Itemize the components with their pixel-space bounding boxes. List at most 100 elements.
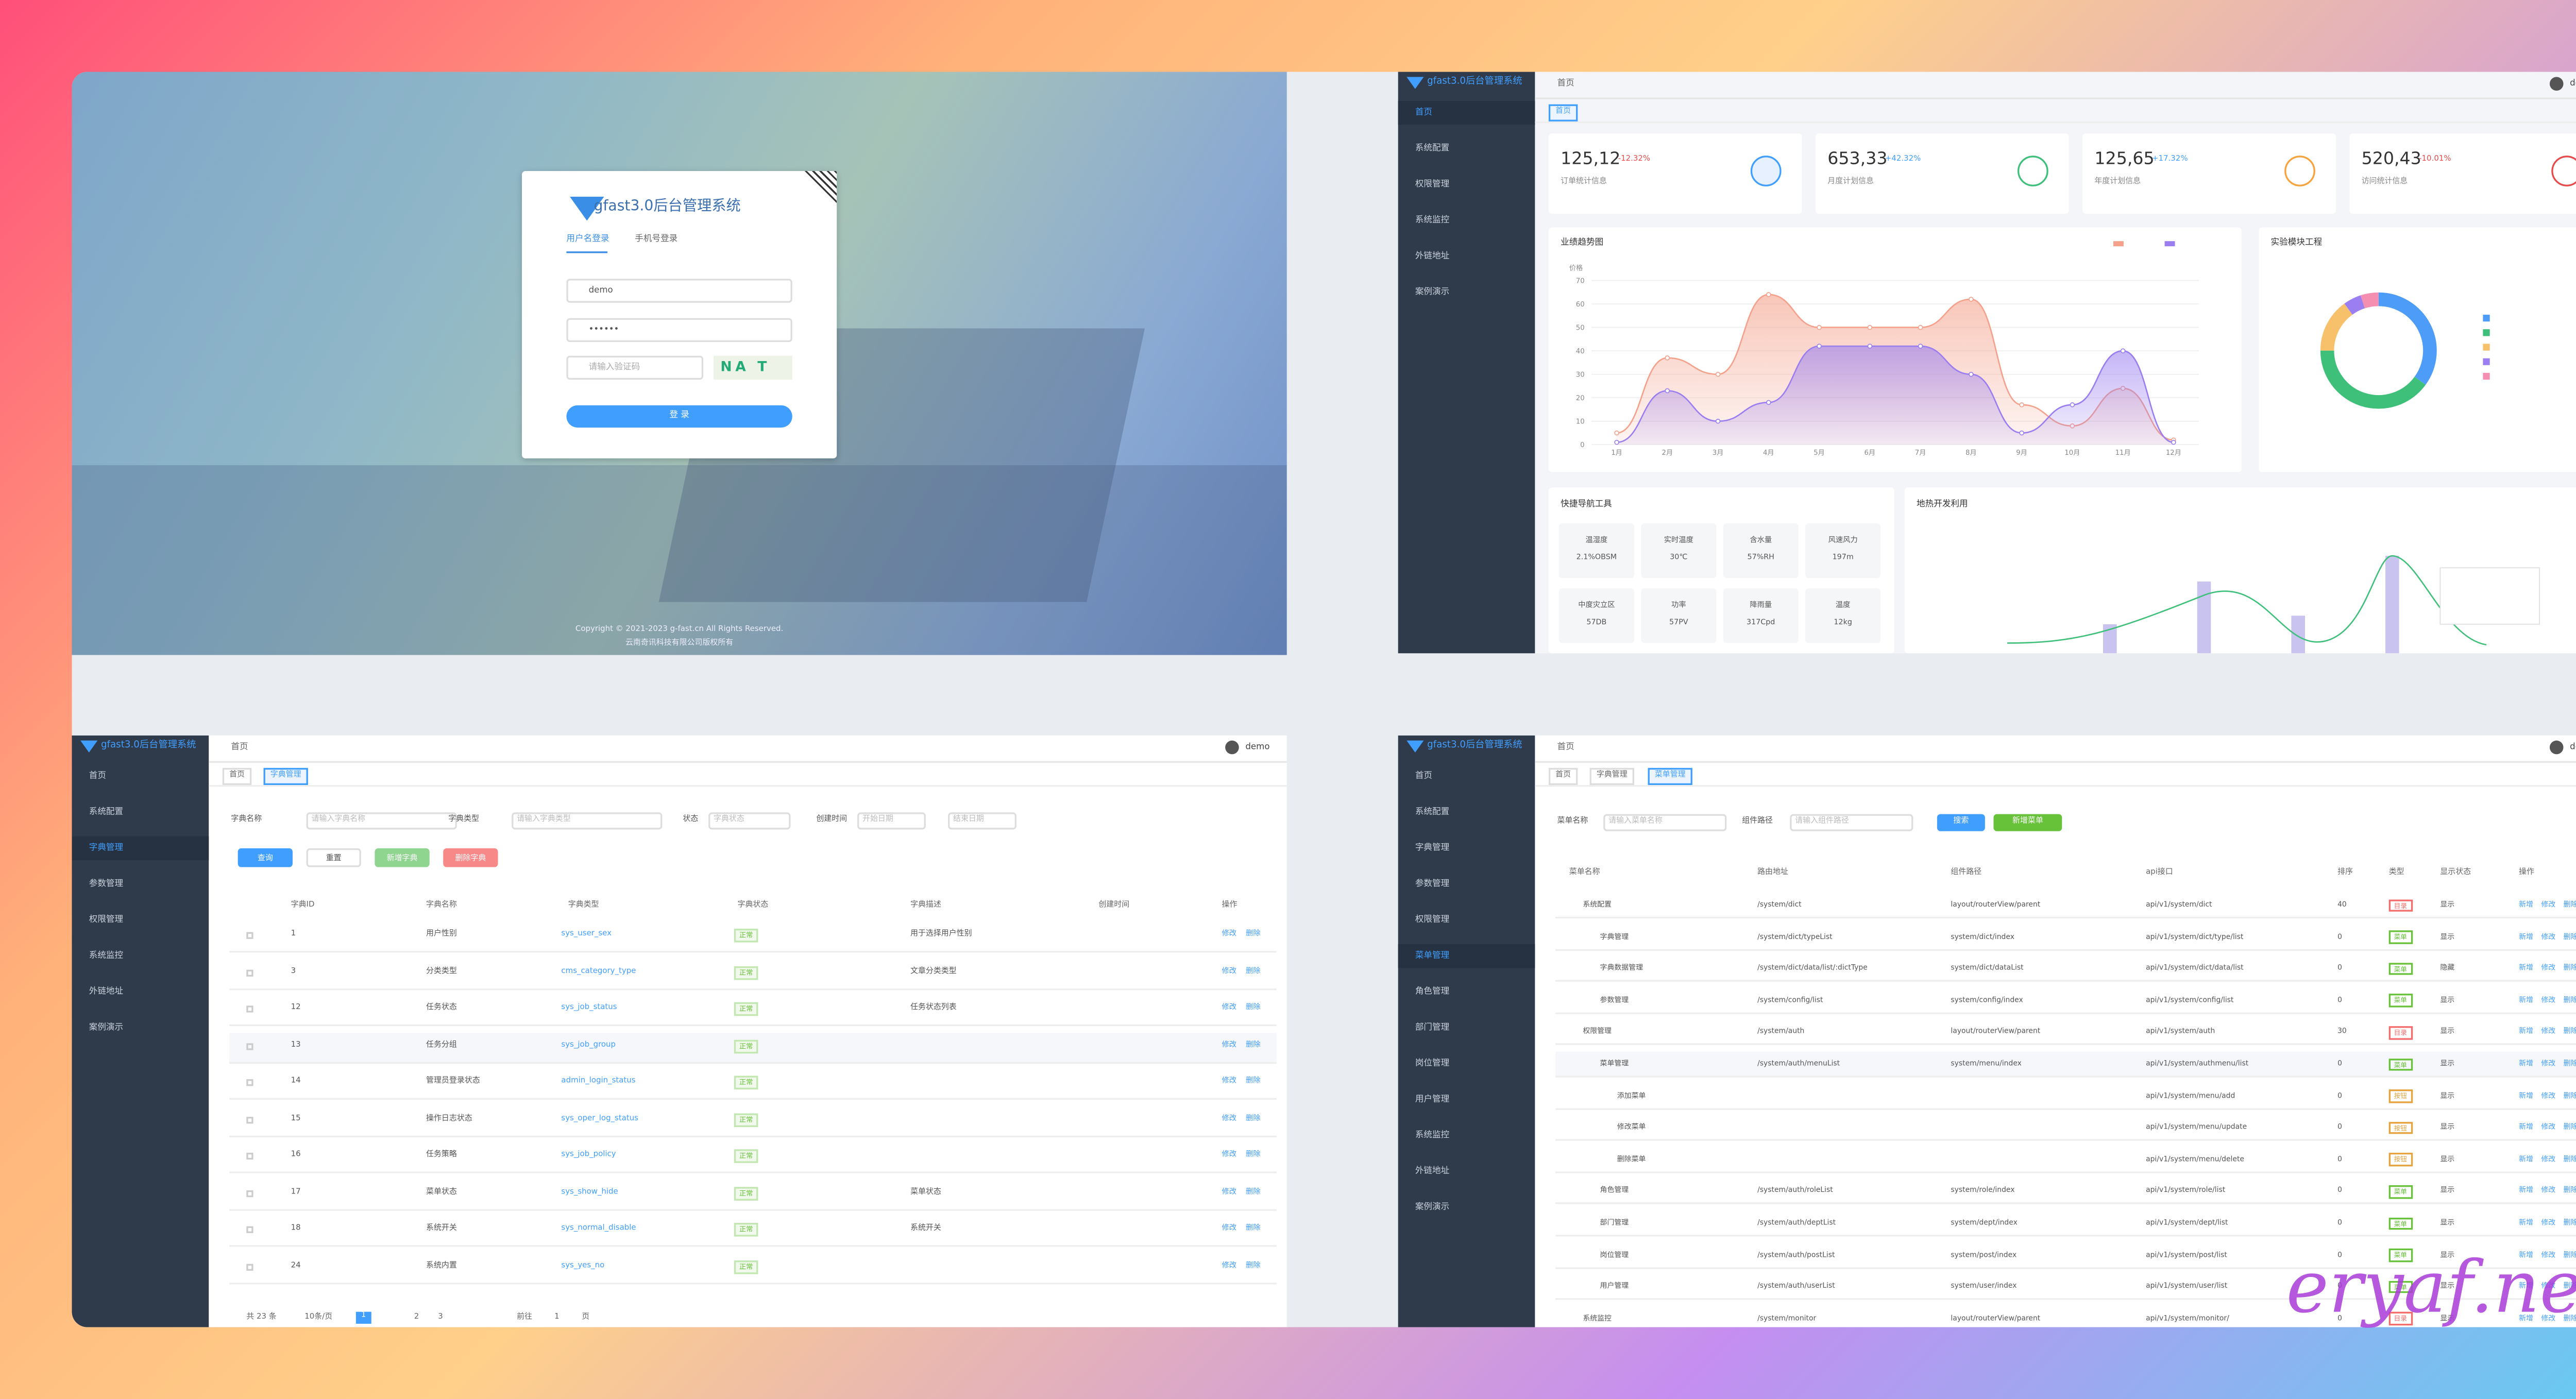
row-action[interactable]: 删除 — [1246, 930, 1261, 939]
cell[interactable]: sys_show_hide — [561, 1187, 618, 1197]
input[interactable]: demo — [566, 279, 792, 303]
checkbox[interactable] — [246, 932, 253, 939]
menu-item[interactable]: 案例演示 — [89, 1022, 124, 1033]
checkbox[interactable] — [246, 1152, 253, 1160]
cell[interactable]: sys_yes_no — [561, 1261, 605, 1270]
tool-tile[interactable]: 中度灾立区 57DB — [1558, 588, 1634, 643]
row-action[interactable]: 修改 — [2541, 931, 2556, 940]
menu-item[interactable]: 系统监控 — [1415, 1130, 1450, 1141]
filter-input[interactable] — [512, 812, 663, 830]
filter-input[interactable] — [1790, 814, 1913, 831]
menu-item[interactable]: 外链地址 — [1415, 1166, 1450, 1177]
checkbox[interactable] — [246, 1263, 253, 1270]
row-action[interactable]: 删除 — [2563, 899, 2576, 909]
checkbox[interactable] — [246, 1005, 253, 1013]
checkbox[interactable] — [246, 1226, 253, 1233]
pagination[interactable]: 1 — [355, 1311, 371, 1323]
row-action[interactable]: 删除 — [2563, 1059, 2576, 1067]
filter-input[interactable] — [1603, 814, 1727, 831]
button[interactable]: 查询 — [238, 848, 293, 867]
filter-input[interactable] — [857, 812, 926, 830]
cell[interactable]: sys_normal_disable — [561, 1224, 636, 1233]
row-action[interactable]: 新增 — [2519, 1122, 2534, 1131]
login-button[interactable]: 登 录 — [566, 405, 792, 428]
row-action[interactable]: 修改 — [2541, 1059, 2556, 1067]
login-tab[interactable]: 用户名登录 — [566, 234, 609, 245]
cell[interactable]: sys_job_status — [561, 1004, 617, 1013]
row-action[interactable]: 删除 — [1246, 1187, 1261, 1197]
cell[interactable]: sys_job_group — [561, 1040, 616, 1049]
menu-item[interactable]: 外链地址 — [1415, 251, 1450, 262]
row-action[interactable]: 修改 — [2541, 1027, 2556, 1036]
cell[interactable]: sys_user_sex — [561, 930, 612, 939]
row-action[interactable]: 修改 — [1222, 1224, 1237, 1233]
row-action[interactable]: 修改 — [2541, 1281, 2556, 1290]
row-action[interactable]: 新增 — [2519, 1027, 2534, 1036]
login-tab[interactable]: 手机号登录 — [635, 234, 678, 245]
row-action[interactable]: 删除 — [2563, 1218, 2576, 1226]
tag[interactable]: 首页 — [1548, 104, 1578, 121]
row-action[interactable]: 删除 — [2563, 1154, 2576, 1163]
row-action[interactable]: 修改 — [2541, 1154, 2556, 1163]
row-action[interactable]: 删除 — [1246, 1224, 1261, 1233]
checkbox[interactable] — [246, 1042, 253, 1049]
row-action[interactable]: 新增 — [2519, 963, 2534, 972]
row-action[interactable]: 新增 — [2519, 1154, 2534, 1163]
row-action[interactable]: 删除 — [1246, 1151, 1261, 1160]
row-action[interactable]: 新增 — [2519, 1313, 2534, 1322]
user-name[interactable]: demo — [2570, 742, 2576, 753]
checkbox[interactable] — [246, 1189, 253, 1197]
pagination[interactable]: 前往 — [517, 1313, 532, 1322]
row-action[interactable]: 新增 — [2519, 1090, 2534, 1099]
row-action[interactable]: 修改 — [1222, 1187, 1237, 1197]
row-action[interactable]: 修改 — [1222, 1151, 1237, 1160]
button[interactable]: 删除字典 — [443, 848, 498, 867]
row-action[interactable]: 新增 — [2519, 1186, 2534, 1195]
row-action[interactable]: 删除 — [2563, 1313, 2576, 1322]
cell[interactable]: sys_job_policy — [561, 1151, 616, 1160]
row-action[interactable]: 新增 — [2519, 1249, 2534, 1258]
row-action[interactable]: 新增 — [2519, 1059, 2534, 1067]
tool-tile[interactable]: 功率 57PV — [1641, 588, 1717, 643]
button[interactable]: 重置 — [306, 848, 361, 867]
tool-tile[interactable]: 风速风力 197m — [1805, 523, 1881, 578]
tool-tile[interactable]: 温度 12kg — [1805, 588, 1881, 643]
row-action[interactable]: 修改 — [1222, 1040, 1237, 1049]
row-action[interactable]: 修改 — [2541, 995, 2556, 1004]
cell[interactable]: cms_category_type — [561, 967, 636, 976]
menu-item[interactable]: 岗位管理 — [1415, 1059, 1450, 1069]
row-action[interactable]: 修改 — [1222, 930, 1237, 939]
pagination[interactable]: 10条/页 — [304, 1313, 333, 1322]
menu-item[interactable]: 案例演示 — [1415, 287, 1450, 298]
captcha-input[interactable]: 请输入验证码 — [566, 355, 704, 380]
row-action[interactable]: 删除 — [1246, 1261, 1261, 1270]
row-action[interactable]: 删除 — [2563, 1186, 2576, 1195]
row-action[interactable]: 修改 — [1222, 1261, 1237, 1270]
menu-item[interactable]: 菜单管理 — [1415, 951, 1450, 962]
button[interactable]: 新增菜单 — [1993, 814, 2062, 831]
row-action[interactable]: 删除 — [1246, 1004, 1261, 1013]
menu-item[interactable]: 字典管理 — [89, 843, 124, 854]
tag[interactable]: 字典管理 — [263, 767, 308, 784]
row-action[interactable]: 删除 — [2563, 931, 2576, 940]
row-action[interactable]: 删除 — [2563, 1249, 2576, 1258]
row-action[interactable]: 新增 — [2519, 931, 2534, 940]
menu-item[interactable]: 部门管理 — [1415, 1022, 1450, 1033]
filter-input[interactable] — [948, 812, 1016, 830]
row-action[interactable]: 修改 — [1222, 967, 1237, 976]
menu-item[interactable]: 系统监控 — [89, 951, 124, 962]
menu-item[interactable]: 权限管理 — [1415, 915, 1450, 926]
menu-item[interactable]: 系统配置 — [1415, 143, 1450, 154]
menu-item[interactable]: 案例演示 — [1415, 1202, 1450, 1213]
row-action[interactable]: 修改 — [1222, 1114, 1237, 1123]
menu-item[interactable]: 系统配置 — [89, 807, 124, 818]
row-action[interactable]: 修改 — [1222, 1077, 1237, 1086]
filter-input[interactable] — [708, 812, 791, 830]
row-action[interactable]: 删除 — [2563, 995, 2576, 1004]
menu-item[interactable]: 首页 — [1415, 771, 1433, 782]
row-action[interactable]: 删除 — [2563, 1090, 2576, 1099]
row-action[interactable]: 修改 — [2541, 1090, 2556, 1099]
button[interactable]: 搜索 — [1937, 814, 1985, 831]
row-action[interactable]: 修改 — [2541, 1313, 2556, 1322]
row-action[interactable]: 新增 — [2519, 1218, 2534, 1226]
